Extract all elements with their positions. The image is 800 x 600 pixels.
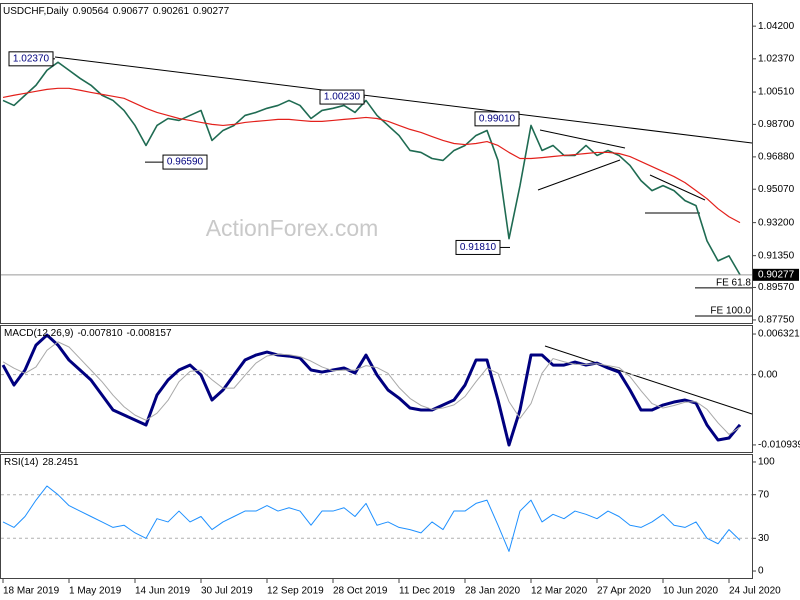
series-line <box>2 87 741 224</box>
x-tick-label: 14 Jun 2019 <box>135 586 190 597</box>
y-tick-label: 100 <box>758 457 775 468</box>
x-tick-label: 1 May 2019 <box>69 586 122 597</box>
readout-value: 28.2451 <box>42 457 79 468</box>
rsi-panel <box>0 454 753 579</box>
y-tick-label: 0 <box>758 566 764 577</box>
x-tick-label: 11 Dec 2019 <box>399 586 455 597</box>
annotation-box <box>8 51 54 67</box>
series-line <box>2 341 741 435</box>
annotation-box <box>455 239 501 255</box>
x-tick-label: 24 Jul 2020 <box>729 586 781 597</box>
triangle-line <box>539 129 626 149</box>
price-panel <box>0 3 753 324</box>
y-tick-label: 30 <box>758 533 770 544</box>
y-tick-label: 0.93200 <box>758 217 795 228</box>
x-tick-label: 28 Oct 2019 <box>333 586 388 597</box>
panel-title: MACD(12,26,9) <box>4 328 73 339</box>
y-tick-label: 0.006321 <box>758 329 800 340</box>
series-line <box>2 485 741 552</box>
annotation-label: 0.91810 <box>460 242 497 253</box>
panel-title: USDCHF,Daily <box>3 6 69 17</box>
annotation-label: 0.96590 <box>167 157 204 168</box>
macd-trend-line <box>544 345 753 415</box>
y-tick-label: 0.00 <box>758 369 778 380</box>
y-tick-label: 1.00510 <box>758 87 795 98</box>
triangle-line <box>537 159 621 191</box>
y-tick-label: -0.010939 <box>758 440 800 451</box>
trend-line <box>54 56 753 144</box>
y-tick-label: 0.87750 <box>758 315 795 326</box>
current-price-label: 0.90277 <box>758 269 795 280</box>
panel-readout: USDCHF,Daily 0.90564 0.90677 0.90261 0.90277 <box>3 6 230 17</box>
annotation-box <box>319 89 365 105</box>
panel-readout: RSI(14) 28.2451 <box>4 457 79 468</box>
x-tick-label: 12 Sep 2019 <box>267 586 324 597</box>
x-tick-label: 12 Mar 2020 <box>531 586 588 597</box>
y-tick-label: 1.04200 <box>758 21 795 32</box>
panel-title: RSI(14) <box>4 457 38 468</box>
annotation-label: 1.02370 <box>13 53 50 64</box>
annotation-box <box>162 154 208 170</box>
x-tick-label: 10 Jun 2020 <box>663 586 718 597</box>
x-tick-label: 30 Jul 2019 <box>201 586 253 597</box>
x-tick-label: 18 Mar 2019 <box>3 586 60 597</box>
readout-value: -0.008157 <box>127 328 172 339</box>
readout-value: 0.90564 <box>73 6 110 17</box>
annotation-label: 0.99010 <box>479 113 516 124</box>
readout-value: -0.007810 <box>77 328 122 339</box>
readout-value: 0.90677 <box>113 6 150 17</box>
y-tick-label: 0.91350 <box>758 250 795 261</box>
x-tick-label: 28 Jan 2020 <box>465 586 520 597</box>
readout-value: 0.90277 <box>193 6 230 17</box>
watermark: ActionForex.com <box>206 215 379 241</box>
x-tick-label: 27 Apr 2020 <box>597 586 651 597</box>
fe-label: FE 100.0 <box>710 306 751 317</box>
annotation-box <box>474 111 520 127</box>
wedge-line <box>649 174 706 201</box>
annotation-label: 1.00230 <box>324 92 361 103</box>
macd-panel <box>0 325 753 453</box>
panel-readout: MACD(12,26,9) -0.007810 -0.008157 <box>4 328 172 339</box>
series-line <box>2 61 741 276</box>
current-price-box <box>753 268 799 281</box>
y-tick-label: 1.02370 <box>758 53 795 64</box>
y-tick-label: 0.98700 <box>758 119 795 130</box>
readout-value: 0.90261 <box>153 6 190 17</box>
y-tick-label: 0.89570 <box>758 282 795 293</box>
y-tick-label: 0.96880 <box>758 152 795 163</box>
series-line <box>1 333 742 447</box>
y-tick-label: 0.95070 <box>758 184 795 195</box>
fe-label: FE 61.8 <box>716 277 751 288</box>
y-tick-label: 70 <box>758 489 770 500</box>
